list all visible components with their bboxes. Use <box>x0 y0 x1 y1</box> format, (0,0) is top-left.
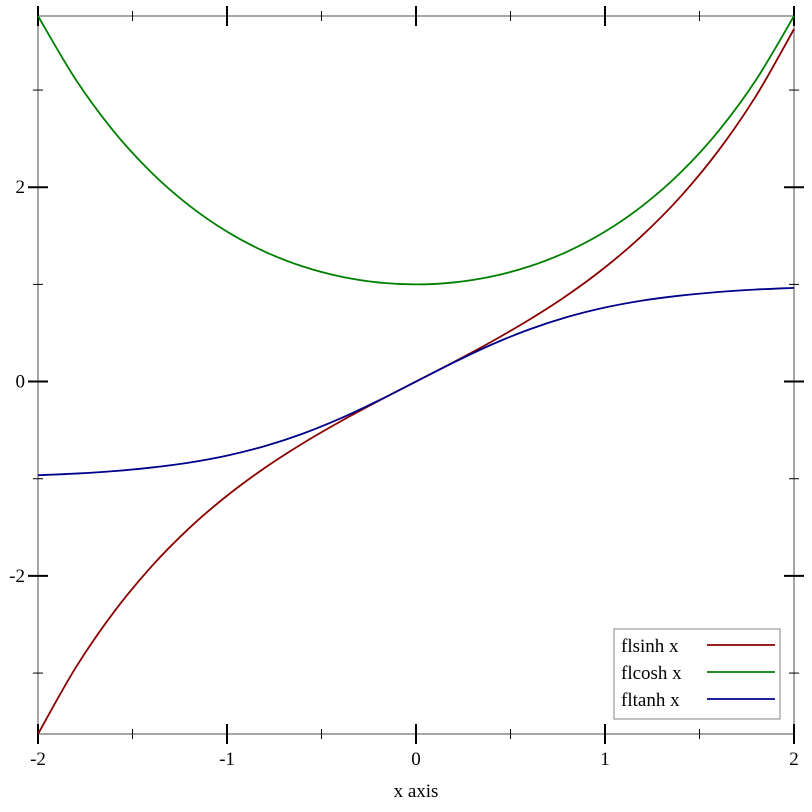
x-tick-label: -1 <box>219 749 235 770</box>
legend-box <box>613 628 781 720</box>
y-tick-label: 2 <box>16 177 26 198</box>
legend-label: fltanh x <box>621 690 680 711</box>
series-line-2 <box>37 286 795 477</box>
x-tick-label: 0 <box>411 749 421 770</box>
legend-label: flcosh x <box>621 663 682 684</box>
x-tick-label: 1 <box>600 749 610 770</box>
series-line-1 <box>37 15 795 286</box>
legend-label: flsinh x <box>621 636 679 657</box>
x-tick-label: 2 <box>789 749 799 770</box>
x-tick-label: -2 <box>30 749 46 770</box>
y-tick-label: -2 <box>9 566 25 587</box>
x-axis-label: x axis <box>394 781 439 802</box>
legend: flsinh x flcosh x fltanh x <box>613 628 781 720</box>
series-lines <box>37 15 795 735</box>
y-tick-label: 0 <box>16 372 26 393</box>
plot-frame <box>37 15 795 735</box>
